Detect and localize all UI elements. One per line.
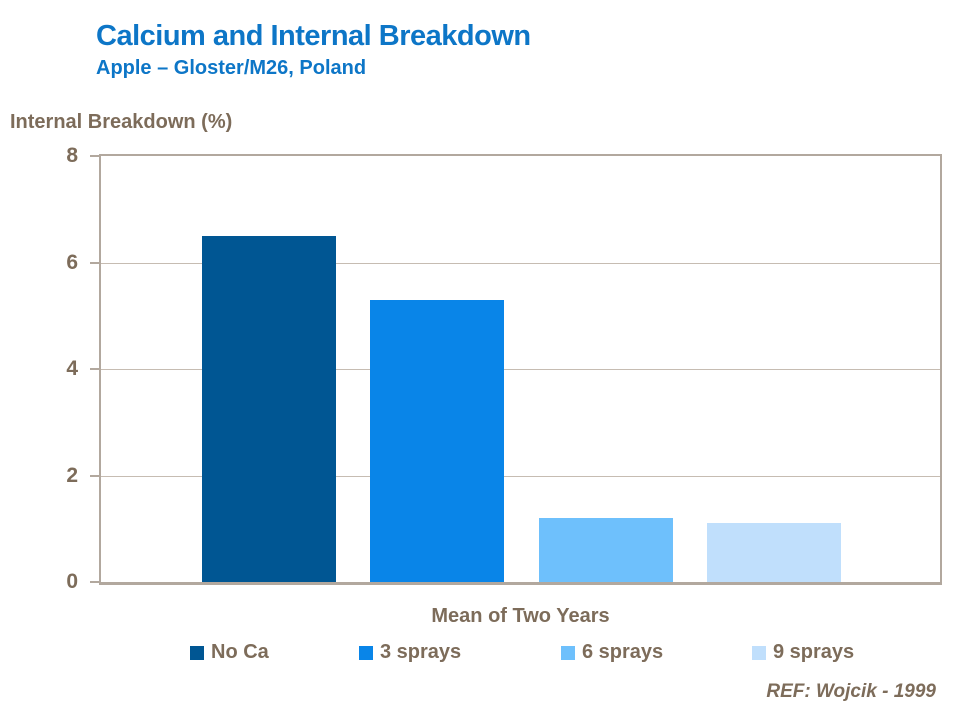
y-axis-title: Internal Breakdown (%) bbox=[10, 111, 233, 133]
legend-label: 6 sprays bbox=[582, 641, 664, 663]
bar-no-ca bbox=[202, 236, 336, 582]
legend-item-9-sprays: 9 sprays bbox=[752, 641, 854, 664]
y-tick-mark bbox=[90, 474, 99, 477]
y-tick-label: 4 bbox=[66, 357, 78, 380]
y-tick-label: 8 bbox=[66, 144, 78, 167]
legend-label: 3 sprays bbox=[380, 641, 462, 663]
legend-swatch-icon bbox=[752, 645, 766, 660]
gridline bbox=[101, 262, 940, 264]
gridline bbox=[101, 475, 940, 477]
y-tick-mark bbox=[90, 581, 99, 583]
legend-item-6-sprays: 6 sprays bbox=[561, 641, 663, 664]
x-axis-title: Mean of Two Years bbox=[431, 605, 610, 627]
chart-title: Calcium and Internal Breakdown bbox=[96, 20, 531, 52]
reference-note: REF: Wojcik - 1999 bbox=[766, 681, 936, 702]
y-tick-label: 2 bbox=[66, 463, 78, 487]
y-tick-label: 6 bbox=[66, 250, 78, 274]
y-tick-mark bbox=[90, 261, 99, 264]
y-tick-mark bbox=[90, 155, 99, 157]
legend-swatch-icon bbox=[359, 645, 373, 660]
y-tick-mark bbox=[90, 368, 99, 370]
y-tick-label: 0 bbox=[66, 570, 78, 593]
legend-item-3-sprays: 3 sprays bbox=[359, 641, 461, 664]
chart-subtitle: Apple – Gloster/M26, Poland bbox=[96, 57, 367, 79]
legend-swatch-icon bbox=[561, 645, 575, 660]
legend-item-no-ca: No Ca bbox=[190, 641, 269, 664]
legend-swatch-icon bbox=[190, 645, 204, 660]
legend-label: No Ca bbox=[211, 641, 269, 663]
plot-area bbox=[99, 154, 942, 585]
bar-9-sprays bbox=[707, 523, 841, 582]
legend-label: 9 sprays bbox=[773, 641, 855, 663]
bar-3-sprays bbox=[370, 300, 504, 582]
gridline bbox=[101, 369, 940, 370]
bar-6-sprays bbox=[539, 518, 673, 582]
